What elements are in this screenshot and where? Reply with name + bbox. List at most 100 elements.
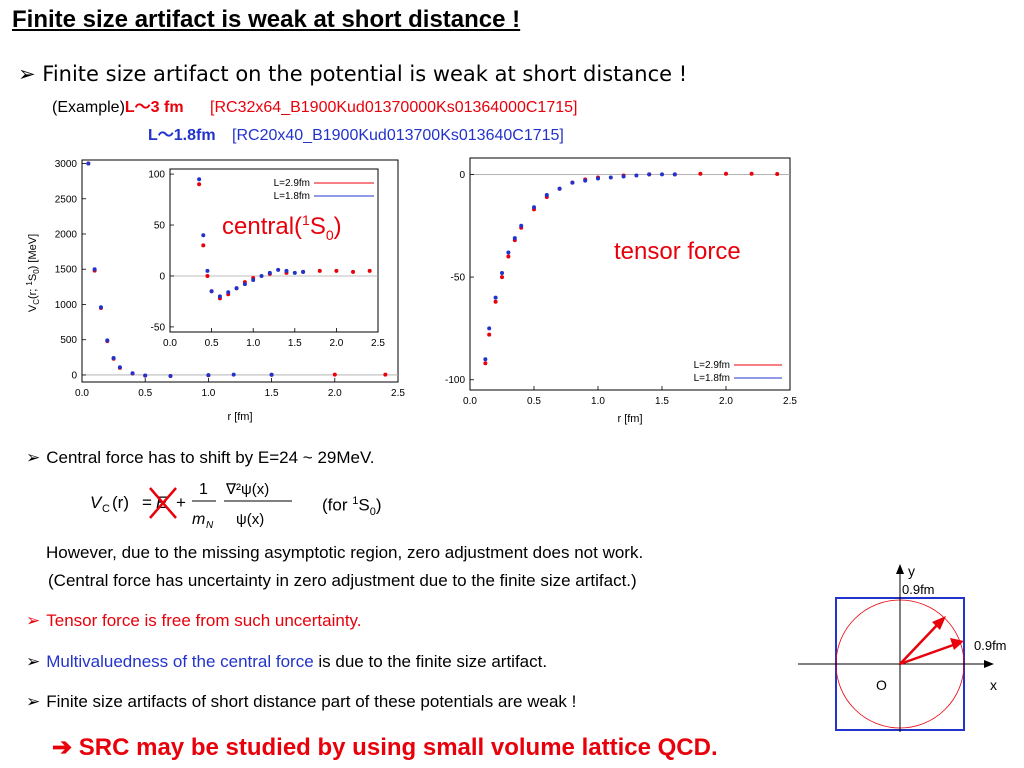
bullet-1-text: Finite size artifact on the potential is… bbox=[42, 62, 688, 86]
conclusion-text: SRC may be studied by using small volume… bbox=[78, 734, 718, 761]
central-point-s0-12 bbox=[383, 372, 388, 377]
inset-ytick-2: 50 bbox=[154, 221, 166, 232]
for-s0-note: (for 1S0) bbox=[322, 495, 382, 519]
bullet-2: ➢ Central force has to shift by E=24 ~ 29… bbox=[26, 448, 374, 468]
tensor-legend-1: L=2.9fm bbox=[694, 360, 730, 371]
tensor-xlabel: r [fm] bbox=[617, 413, 642, 425]
tensor-point-s0-1 bbox=[487, 332, 492, 337]
central-point-s1-11 bbox=[269, 372, 274, 377]
formula-numerator: ∇²ψ(x) bbox=[225, 481, 269, 498]
tensor-ytick-1: -50 bbox=[451, 273, 466, 284]
vector-arrowhead-icon bbox=[932, 616, 946, 630]
formula-n: N bbox=[206, 520, 214, 531]
tensor-ytick-0: 0 bbox=[459, 170, 465, 181]
central-point-s1-3 bbox=[105, 338, 110, 343]
tensor-point-s1-18 bbox=[672, 172, 677, 177]
tensor-point-s0-0 bbox=[483, 361, 488, 366]
inset-xtick-3: 1.5 bbox=[288, 338, 302, 349]
tensor-point-s1-3 bbox=[500, 270, 504, 275]
central-ytick-5: 2500 bbox=[55, 194, 78, 205]
tensor-xtick-2: 1.0 bbox=[591, 396, 605, 407]
central-ytick-3: 1500 bbox=[55, 265, 78, 276]
inset-legend-1: L=2.9fm bbox=[274, 178, 310, 189]
formula-one: 1 bbox=[199, 481, 208, 498]
central-point-s1-9 bbox=[206, 373, 211, 378]
bullet-arrow-icon: ➢ bbox=[26, 611, 41, 630]
y-label: y bbox=[908, 563, 915, 579]
inset-point-s1-9 bbox=[259, 273, 264, 278]
bullet-3-text: Tensor force is free from such uncertain… bbox=[46, 611, 362, 630]
bullet-4-highlight: Multivaluedness of the central force bbox=[46, 652, 314, 671]
tensor-point-s0-17 bbox=[724, 171, 728, 176]
central-xtick-0: 0.0 bbox=[75, 388, 89, 399]
length-top-label: 0.9fm bbox=[902, 582, 935, 597]
strike-cross-icon bbox=[149, 487, 177, 519]
formula-plus: + bbox=[176, 493, 186, 512]
central-point-s1-8 bbox=[168, 373, 173, 378]
inset-point-s1-0 bbox=[197, 177, 202, 182]
inset-point-s1-3 bbox=[209, 289, 214, 294]
central-title: central(1S0) bbox=[222, 212, 342, 243]
tensor-point-s0-3 bbox=[500, 275, 504, 280]
example-l18-config: [RC20x40_B1900Kud013700Ks013640C1715] bbox=[232, 127, 564, 144]
tensor-point-s1-15 bbox=[634, 173, 639, 178]
inset-ytick-0: -50 bbox=[151, 322, 166, 333]
formula-m: m bbox=[192, 511, 205, 528]
inset-xtick-5: 2.5 bbox=[371, 338, 385, 349]
tensor-xtick-1: 0.5 bbox=[527, 396, 541, 407]
bullet-3: ➢ Tensor force is free from such uncertai… bbox=[26, 611, 362, 631]
central-xtick-3: 1.5 bbox=[265, 388, 279, 399]
inset-legend-2: L=1.8fm bbox=[274, 191, 310, 202]
tensor-xtick-5: 2.5 bbox=[783, 396, 797, 407]
inset-point-s1-8 bbox=[251, 278, 256, 283]
tensor-point-s0-18 bbox=[749, 171, 754, 176]
example-l3: L～3 fm bbox=[124, 99, 184, 116]
tensor-point-s1-4 bbox=[506, 250, 511, 255]
tensor-point-s1-1 bbox=[487, 326, 492, 331]
inset-xtick-0: 0.0 bbox=[163, 338, 177, 349]
inset-point-s1-10 bbox=[267, 270, 272, 275]
central-point-s1-7 bbox=[143, 373, 148, 378]
formula-c: C bbox=[102, 503, 110, 515]
tensor-point-s1-11 bbox=[583, 178, 588, 183]
tensor-legend: L=2.9fm L=1.8fm bbox=[694, 360, 782, 384]
tensor-ytick-2: -100 bbox=[445, 375, 465, 386]
central-point-s1-5 bbox=[117, 365, 122, 370]
formula-denominator: ψ(x) bbox=[236, 511, 264, 528]
example-line-1: (Example)L～3 fm [RC32x64_B1900Kud0137000… bbox=[52, 93, 577, 117]
inset-point-s0-15 bbox=[367, 268, 372, 273]
inset-legend: L=2.9fm L=1.8fm bbox=[274, 178, 374, 202]
central-ytick-1: 500 bbox=[60, 335, 77, 346]
tensor-point-s1-8 bbox=[544, 192, 549, 197]
central-point-s1-0 bbox=[86, 161, 91, 166]
inset-point-s1-12 bbox=[284, 268, 289, 273]
tensor-plot-frame bbox=[469, 157, 791, 391]
tensor-point-s1-12 bbox=[596, 176, 600, 181]
tensor-point-s0-16 bbox=[698, 171, 703, 176]
example-prefix: (Example) bbox=[52, 99, 125, 116]
inset-xtick-1: 0.5 bbox=[205, 338, 219, 349]
central-ylabel: VC(r; 1S0) [MeV] bbox=[25, 234, 41, 312]
vector-arrow-2 bbox=[899, 642, 957, 666]
central-point-s0-11 bbox=[332, 372, 337, 377]
tensor-point-s1-16 bbox=[647, 172, 652, 177]
tensor-point-s1-13 bbox=[608, 175, 613, 180]
tensor-point-s1-9 bbox=[557, 186, 562, 191]
tensor-point-s1-0 bbox=[483, 357, 488, 362]
formula-eq: = bbox=[142, 493, 152, 512]
tensor-point-s1-10 bbox=[570, 180, 575, 185]
inset-point-s0-2 bbox=[205, 273, 210, 278]
inset-point-s1-2 bbox=[205, 268, 210, 273]
slide-title: Finite size artifact is weak at short di… bbox=[12, 6, 521, 33]
central-xtick-4: 2.0 bbox=[328, 388, 342, 399]
formula-v: V bbox=[90, 493, 103, 512]
tensor-xtick-3: 1.5 bbox=[655, 396, 669, 407]
conclusion: ➔ SRC may be studied by using small volu… bbox=[52, 733, 718, 762]
central-point-s1-10 bbox=[231, 372, 236, 377]
bullet-arrow-icon: ➢ bbox=[18, 62, 43, 86]
central-ytick-6: 3000 bbox=[55, 159, 78, 170]
y-axis-arrow-icon bbox=[896, 564, 904, 574]
lattice-box-diagram: y 0.9fm 0.9fm O x bbox=[798, 563, 1007, 732]
inset-point-s1-1 bbox=[201, 233, 206, 238]
